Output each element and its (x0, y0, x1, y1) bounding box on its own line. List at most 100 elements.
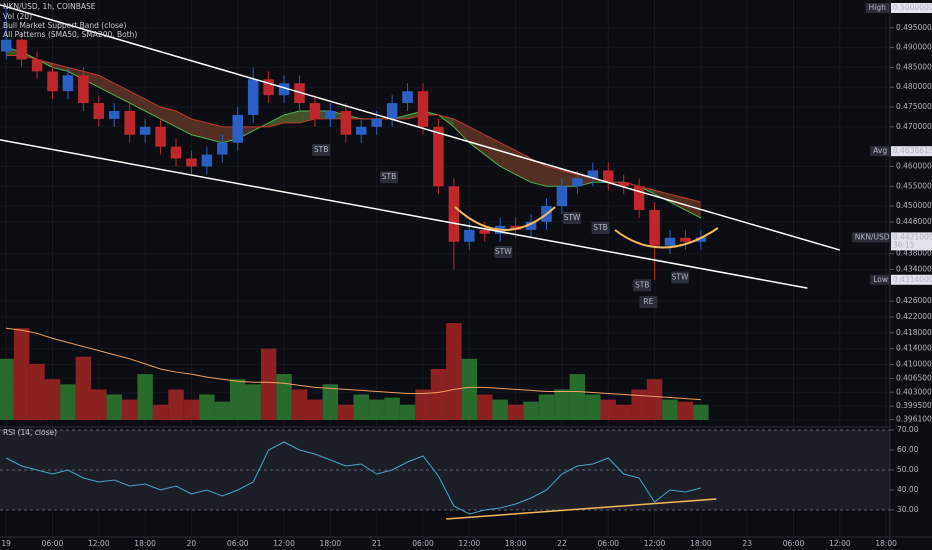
ma-band (268, 114, 285, 127)
y-tick-label: 0.41800000 (896, 328, 932, 337)
y-tick-label: 0.41000000 (896, 360, 932, 369)
volume-bar (307, 399, 323, 420)
pattern-tag (591, 221, 610, 234)
volume-bar (384, 397, 400, 420)
candle-body (417, 91, 429, 127)
x-tick-label: 06:00 (412, 539, 434, 548)
ma-band (145, 99, 161, 119)
rsi-tick-label: 70.00 (897, 425, 919, 434)
marker-value-box (891, 274, 932, 285)
pattern-label: STB (635, 280, 650, 289)
marker-tag-box (851, 232, 890, 243)
candle-body (294, 83, 305, 104)
x-tick-label: 06:00 (597, 539, 619, 548)
candle-body (0, 39, 12, 52)
ma-band (500, 142, 516, 175)
ma-band (52, 63, 68, 72)
volume-bar (353, 394, 369, 420)
candle-body (525, 221, 537, 230)
volume-bar (492, 399, 508, 420)
pattern-tag (562, 211, 581, 224)
volume-bar (569, 374, 586, 420)
volume-bar (523, 401, 539, 420)
y-tick-label: 0.46000000 (896, 161, 932, 170)
rsi-tick-label: 30.00 (897, 505, 919, 514)
marker-tag-box (870, 274, 890, 285)
marker-tag: Avg (873, 146, 887, 155)
candle-body (31, 59, 43, 72)
volume-bar (44, 379, 61, 420)
volume-ma (6, 327, 701, 401)
volume-bar (106, 394, 122, 420)
pattern-label: STW (564, 213, 581, 222)
y-tick-label: 0.48000000 (896, 82, 932, 91)
rsi-tick-label: 50.00 (897, 465, 919, 474)
volume-bar (137, 374, 153, 420)
plot: STB STB STW STW STB STB STW RE (0, 4, 841, 520)
x-tick-label: 06:00 (783, 539, 805, 548)
pattern-tag (639, 295, 658, 308)
y-tick-label: 0.40650000 (896, 373, 932, 382)
candle-body (263, 79, 274, 96)
x-tick-label: 18:00 (134, 539, 156, 548)
marker-sub: 36:15 (893, 240, 915, 249)
rsi-tick-label: 60.00 (897, 445, 919, 454)
x-tick-label: 18:00 (690, 539, 712, 548)
indicator-label: Vol (20) (3, 12, 32, 21)
volume-bar (214, 401, 231, 420)
axes: 19 06:00 12:00 18:00 20 06:00 12:00 18:00 21 06:0… (1, 3, 932, 548)
marker-tag: High (869, 3, 886, 12)
x-tick-label: 06:00 (42, 539, 64, 548)
y-tick-label: 0.49000000 (896, 43, 932, 52)
indicator-label: Bull Market Support Band (close) (3, 21, 127, 30)
volume-bar (399, 404, 416, 420)
pattern-label: STB (593, 223, 608, 232)
candle-body (587, 170, 599, 179)
volume-bar (368, 399, 385, 420)
pattern-tag (312, 143, 331, 156)
candle-body (247, 79, 259, 115)
marker-value: 0.50000000 (893, 3, 932, 12)
candle-body (664, 237, 676, 246)
rsi-title: RSI (14, close) (3, 428, 57, 437)
ma-band (469, 126, 485, 155)
volume-bar (446, 323, 462, 420)
rsi-line (5, 441, 702, 515)
candle-body (93, 103, 105, 119)
volume-bar (13, 328, 30, 420)
volume-bar (75, 356, 92, 420)
volume-bar (29, 363, 45, 420)
grid (0, 0, 890, 537)
candle-body (217, 142, 228, 155)
marker-value-box (891, 146, 932, 157)
ma-band (531, 158, 547, 187)
candle-body (402, 91, 413, 104)
candle-body (62, 75, 74, 92)
ma-line (6, 47, 702, 219)
candle-body (16, 39, 27, 60)
ma-band (160, 107, 176, 127)
x-tick-label: 12:00 (459, 539, 481, 548)
volume-bar (168, 389, 184, 420)
volume-bar (121, 399, 138, 420)
y-tick-label: 0.43400000 (896, 264, 932, 273)
volume-bar (585, 394, 601, 420)
marker-value-box (891, 232, 932, 251)
volume-bar (183, 399, 200, 420)
candle-body (649, 210, 660, 246)
ma-band (685, 198, 701, 218)
volume-bar (0, 358, 14, 420)
candle-body (155, 126, 166, 147)
marker-tag-box (865, 3, 890, 13)
volume-bar (260, 348, 277, 420)
volume-bar (199, 394, 215, 420)
candle-body (448, 186, 460, 242)
volume-bar (662, 399, 678, 420)
marker-value: 0.46386154 (893, 146, 932, 155)
x-tick-label: 12:00 (644, 539, 666, 548)
ma-band (129, 91, 146, 111)
rsi-tick-label: 40.00 (897, 485, 919, 494)
symbol-title: NKN/USD, 1h, COINBASE (3, 2, 96, 11)
volume-bar (415, 389, 431, 420)
pattern-tag (633, 279, 652, 292)
